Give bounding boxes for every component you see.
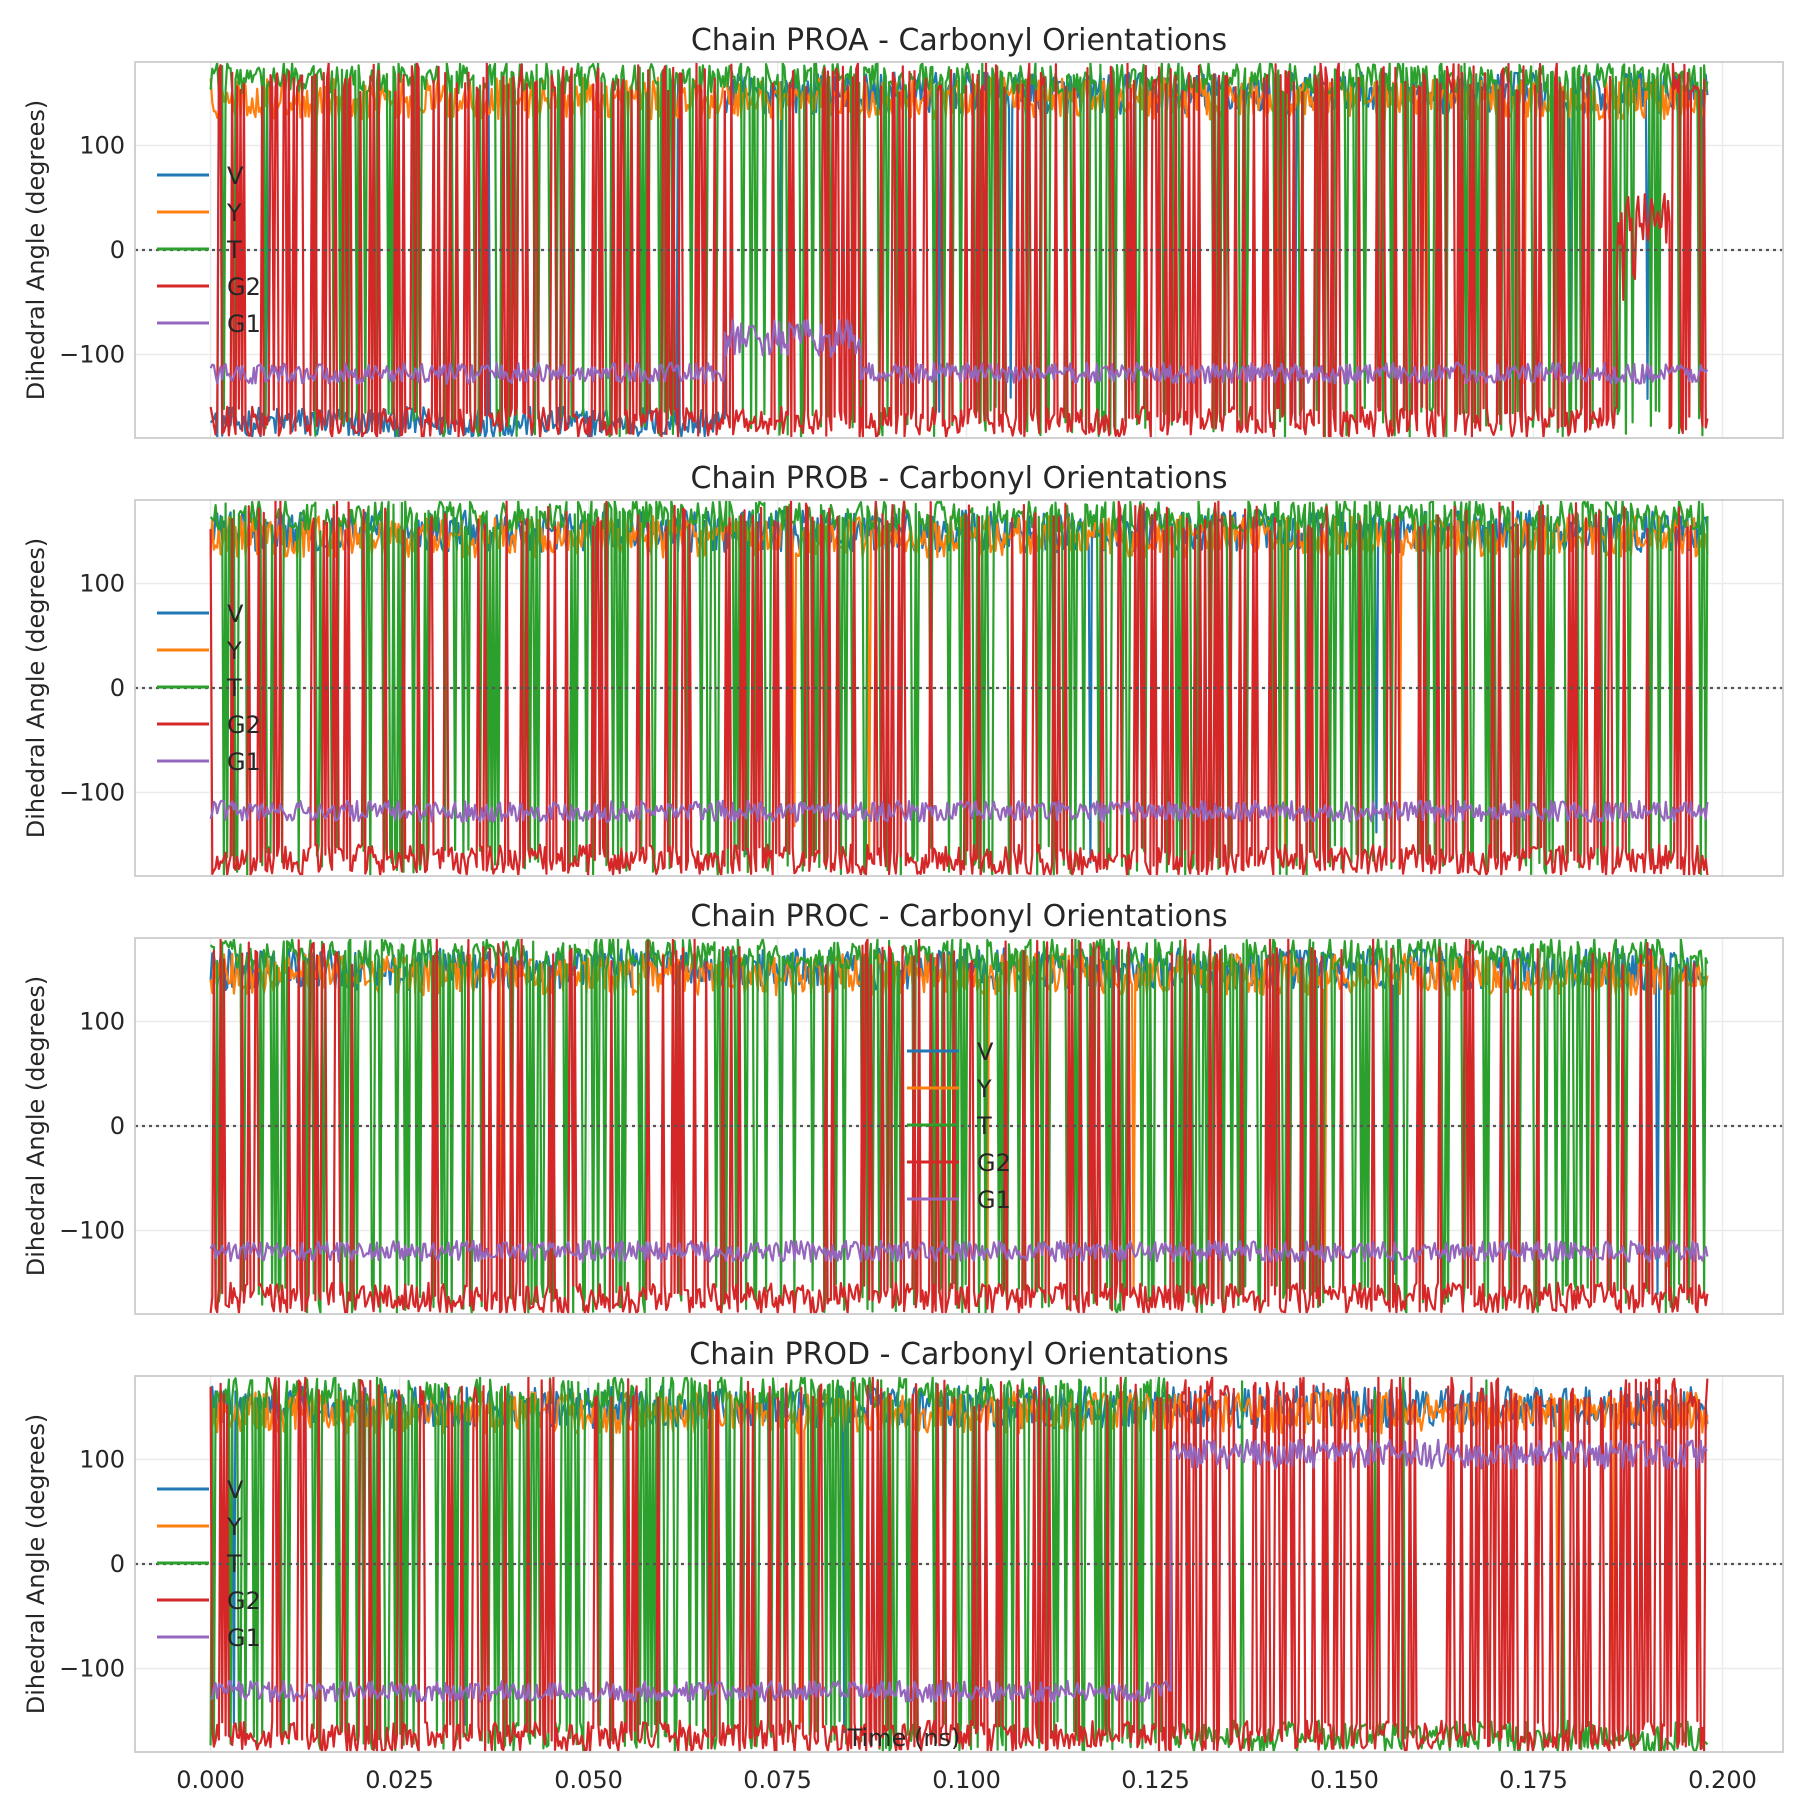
chart-title: Chain PROB - Carbonyl Orientations <box>691 461 1228 496</box>
series-group <box>209 62 1709 438</box>
axes-frame <box>134 61 1784 439</box>
legend-label-y: Y <box>226 199 242 227</box>
series-line-g2 <box>209 938 1709 1314</box>
legend-label-g2: G2 <box>227 1587 261 1615</box>
x-axis-label: Time (ns) <box>847 1724 961 1752</box>
y-tick-label: −100 <box>59 778 125 806</box>
series-line-t <box>209 500 1709 876</box>
x-tick-label: 0.075 <box>743 1766 812 1794</box>
y-tick-label: 100 <box>79 570 125 598</box>
series-line-g1 <box>209 1239 1709 1263</box>
series-group <box>209 500 1709 876</box>
legend-label-y: Y <box>226 637 242 665</box>
panel-2: Chain PROB - Carbonyl Orientations Dihedr… <box>22 461 1784 877</box>
legend-label-y: Y <box>226 1513 242 1541</box>
axes-frame <box>134 937 1784 1315</box>
legend-label-v: V <box>227 162 244 190</box>
chart-title: Chain PROD - Carbonyl Orientations <box>689 1337 1228 1372</box>
x-tick-label: 0.025 <box>365 1766 434 1794</box>
x-tick-label: 0.200 <box>1688 1766 1757 1794</box>
series-group <box>209 938 1709 1314</box>
y-tick-label: 0 <box>110 1112 125 1140</box>
series-line-g2 <box>209 62 1709 438</box>
legend-label-t: T <box>226 236 242 264</box>
y-tick-label: −100 <box>59 1216 125 1244</box>
y-tick-label: 0 <box>110 1550 125 1578</box>
series-line-t <box>209 938 1709 1314</box>
legend: VYT G2 G1 <box>157 600 261 776</box>
panel-4: Chain PROD - Carbonyl Orientations Dihedr… <box>22 1337 1784 1794</box>
legend-label-g2: G2 <box>227 711 261 739</box>
y-tick-label: 0 <box>110 674 125 702</box>
axes-frame <box>134 1375 1784 1753</box>
y-tick-label: 100 <box>79 1446 125 1474</box>
y-axis-label: Dihedral Angle (degrees) <box>22 100 50 401</box>
series-line-g2 <box>209 500 1709 876</box>
x-tick-label: 0.050 <box>554 1766 623 1794</box>
chart-title: Chain PROC - Carbonyl Orientations <box>690 899 1227 934</box>
series-line-y <box>209 1390 1709 1723</box>
series-line-g1 <box>209 319 1709 385</box>
legend-label-t: T <box>226 1550 242 1578</box>
y-axis-label: Dihedral Angle (degrees) <box>22 1414 50 1715</box>
chart-title: Chain PROA - Carbonyl Orientations <box>691 23 1227 58</box>
x-tick-label: 0.125 <box>1121 1766 1190 1794</box>
legend: VYT G2 G1 <box>157 1476 261 1652</box>
legend-label-t: T <box>976 1112 992 1140</box>
y-tick-label: −100 <box>59 340 125 368</box>
legend-label-g1: G1 <box>227 748 261 776</box>
y-tick-label: 0 <box>110 236 125 264</box>
legend-label-y: Y <box>976 1075 992 1103</box>
legend-label-g1: G1 <box>227 310 261 338</box>
x-tick-label: 0.150 <box>1310 1766 1379 1794</box>
series-line-g1 <box>210 1438 1708 1703</box>
legend: VYT G2 G1 <box>907 1038 1011 1214</box>
legend: VYT G2 G1 <box>157 162 261 338</box>
y-axis-label: Dihedral Angle (degrees) <box>22 538 50 839</box>
legend-label-t: T <box>226 674 242 702</box>
series-group <box>209 1376 1709 1752</box>
x-tick-label: 0.100 <box>932 1766 1001 1794</box>
legend-label-v: V <box>227 600 244 628</box>
axes-frame <box>134 499 1784 877</box>
panel-3: Chain PROC - Carbonyl Orientations Dihedr… <box>22 899 1784 1315</box>
legend-label-g2: G2 <box>227 273 261 301</box>
legend-label-g1: G1 <box>977 1186 1011 1214</box>
legend-label-v: V <box>227 1476 244 1504</box>
series-line-g1 <box>209 799 1709 823</box>
legend-label-v: V <box>977 1038 994 1066</box>
y-tick-label: 100 <box>79 1008 125 1036</box>
y-axis-label: Dihedral Angle (degrees) <box>22 976 50 1277</box>
legend-label-g2: G2 <box>977 1149 1011 1177</box>
y-tick-label: −100 <box>59 1654 125 1682</box>
y-tick-label: 100 <box>79 132 125 160</box>
x-tick-label: 0.175 <box>1499 1766 1568 1794</box>
legend-label-g1: G1 <box>227 1624 261 1652</box>
panel-1: Chain PROA - Carbonyl Orientations Dihedr… <box>22 23 1784 439</box>
x-tick-label: 0.000 <box>176 1766 245 1794</box>
